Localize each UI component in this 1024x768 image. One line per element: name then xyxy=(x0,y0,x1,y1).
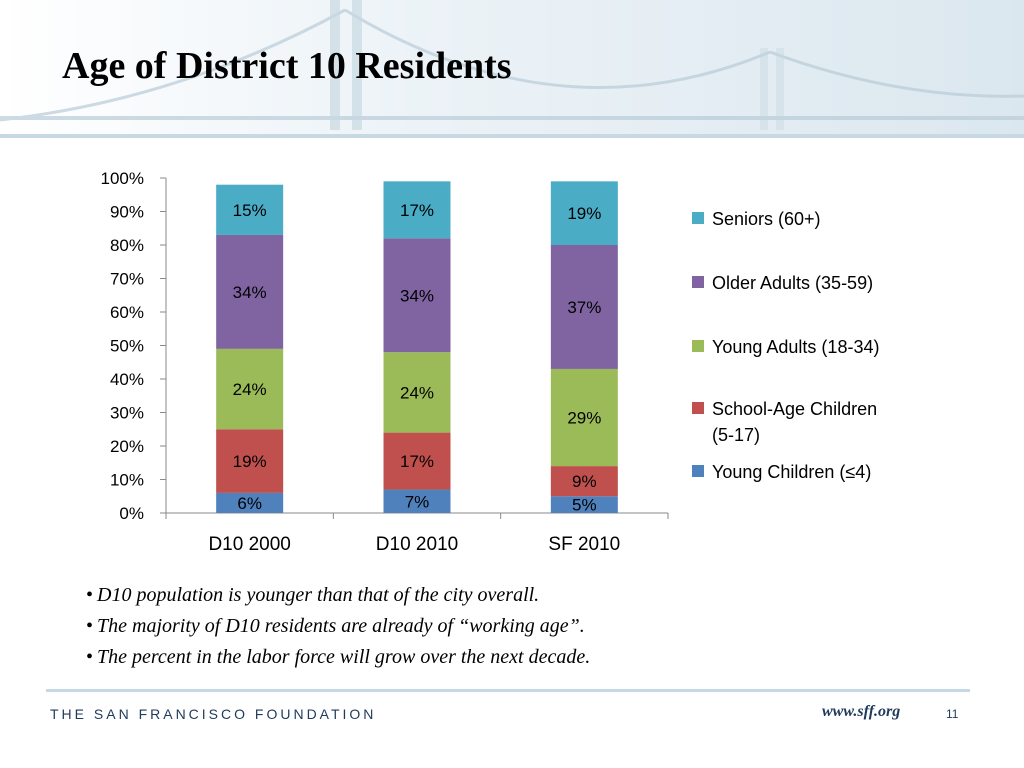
legend-label: Young Children (≤4) xyxy=(712,462,871,482)
bar-segment xyxy=(383,238,451,353)
legend-label: School-Age Children (5-17) xyxy=(712,399,877,445)
legend-label: Seniors (60+) xyxy=(712,209,821,229)
bullet-item: • The percent in the labor force will gro… xyxy=(86,646,591,668)
data-label: 19% xyxy=(233,452,267,471)
data-label: 17% xyxy=(400,452,434,471)
bullet-item: • D10 population is younger than that of … xyxy=(86,584,540,606)
y-tick-label: 30% xyxy=(110,404,144,423)
bar-segment xyxy=(216,348,284,430)
bar-segment xyxy=(216,234,284,349)
header-rule xyxy=(0,134,1024,138)
legend-label: Young Adults (18-34) xyxy=(712,337,879,357)
y-tick-label: 80% xyxy=(110,236,144,255)
y-tick-label: 20% xyxy=(110,437,144,456)
bar-segment xyxy=(550,245,618,369)
page-number: 11 xyxy=(946,707,959,721)
y-tick-label: 100% xyxy=(101,169,144,188)
data-label: 17% xyxy=(400,201,434,220)
legend-swatch xyxy=(692,340,704,352)
y-tick-label: 60% xyxy=(110,303,144,322)
data-label: 19% xyxy=(567,204,601,223)
bar-segment xyxy=(383,489,451,513)
bar-segment xyxy=(550,496,618,513)
x-tick-label: SF 2010 xyxy=(548,534,620,555)
y-tick-label: 40% xyxy=(110,370,144,389)
bar-segment xyxy=(383,181,451,239)
data-label: 5% xyxy=(572,496,597,515)
y-tick-label: 50% xyxy=(110,337,144,356)
bullet-item: • The majority of D10 residents are alrea… xyxy=(86,615,585,637)
legend-swatch xyxy=(692,465,704,477)
bullet-list: • D10 population is younger than that of … xyxy=(86,580,590,673)
data-label: 29% xyxy=(567,409,601,428)
y-tick-label: 70% xyxy=(110,270,144,289)
x-tick-label: D10 2010 xyxy=(376,534,458,555)
data-label: 24% xyxy=(400,383,434,402)
bridge-illustration xyxy=(0,0,1024,130)
legend-label: Older Adults (35-59) xyxy=(712,273,873,293)
bar-segment xyxy=(383,352,451,433)
bar-segment xyxy=(216,184,284,235)
stacked-bar-chart: 0% 10% 20% 30% 40% 50% 60% 70% 80% 90% 100% D10 200… xyxy=(101,169,880,555)
data-label: 7% xyxy=(405,492,430,511)
footer-rule xyxy=(46,689,970,692)
legend-swatch xyxy=(692,212,704,224)
y-tick-label: 0% xyxy=(119,504,144,523)
header-banner xyxy=(0,0,1024,138)
bar-segment xyxy=(550,181,618,245)
data-label: 34% xyxy=(400,286,434,305)
foundation-name: THE SAN FRANCISCO FOUNDATION xyxy=(50,706,377,722)
bar-segment xyxy=(216,429,284,493)
y-tick-label: 90% xyxy=(110,203,144,222)
data-label: 9% xyxy=(572,472,597,491)
data-label: 37% xyxy=(567,298,601,317)
data-label: 34% xyxy=(233,283,267,302)
x-tick-label: D10 2000 xyxy=(208,534,290,555)
bar-segment xyxy=(383,432,451,490)
page-title: Age of District 10 Residents xyxy=(62,45,512,87)
data-label: 15% xyxy=(233,201,267,220)
legend-swatch xyxy=(692,402,704,414)
bar-segment xyxy=(550,368,618,467)
website-link[interactable]: www.sff.org xyxy=(822,703,901,720)
data-label: 6% xyxy=(237,494,262,513)
bar-segment xyxy=(550,466,618,497)
legend-swatch xyxy=(692,276,704,288)
data-label: 24% xyxy=(233,380,267,399)
y-tick-label: 10% xyxy=(110,471,144,490)
bar-segment xyxy=(216,492,284,513)
